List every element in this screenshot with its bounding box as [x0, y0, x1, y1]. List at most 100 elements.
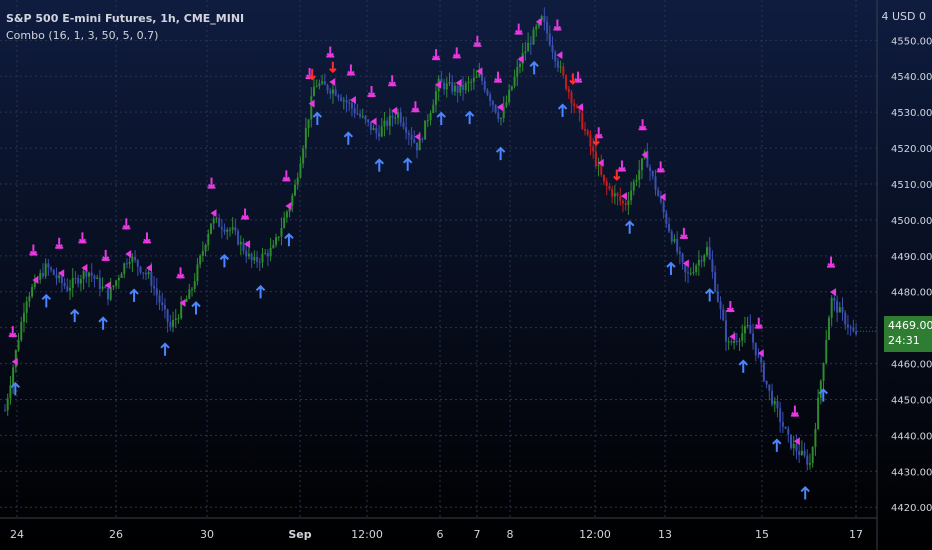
candle-body [573, 103, 576, 107]
buy-signal-arrow [557, 103, 568, 117]
candle-body [318, 83, 321, 87]
indicator-title[interactable]: Combo (16, 1, 3, 50, 5, 0.7) [6, 29, 159, 42]
candle-body [77, 278, 80, 284]
candle-body [562, 66, 565, 76]
candle-body [578, 107, 581, 113]
candle-body [234, 227, 237, 231]
currency-label[interactable]: 4 USD 0 [881, 10, 927, 23]
buy-signal-arrow [255, 284, 266, 299]
candle-body [321, 81, 324, 84]
candle-body [505, 102, 508, 107]
candle-body [142, 272, 145, 274]
candle-body [256, 256, 259, 262]
candle-body [529, 42, 532, 45]
candle-body [703, 255, 706, 262]
candle-body [768, 384, 771, 391]
y-tick-label: 4520.00 [891, 144, 932, 155]
candle-body [608, 186, 611, 190]
candle-body [546, 21, 549, 34]
candle-body [472, 77, 475, 82]
candle-body [264, 253, 267, 255]
symbol-title[interactable]: S&P 500 E-mini Futures, 1h, CME_MINI [6, 12, 245, 25]
candle-body [33, 279, 36, 287]
candle-body [429, 112, 432, 121]
sell-signal-arrow [388, 75, 397, 87]
candle-body [161, 302, 164, 306]
candle-body [31, 286, 34, 297]
candle-body [459, 85, 462, 93]
sell-marker-triangle [349, 95, 356, 104]
candle-body [337, 95, 340, 98]
sell-signal-arrow [656, 161, 665, 173]
candle-body [559, 66, 562, 68]
candle-body [421, 138, 424, 140]
x-tick-label: 12:00 [579, 528, 611, 541]
candle-body [592, 146, 595, 152]
candle-body [312, 86, 315, 97]
sell-signal-arrow [638, 119, 647, 131]
candle-body [781, 421, 784, 427]
candle-body [600, 164, 603, 175]
candle-body [326, 84, 329, 91]
sell-marker-triangle [329, 78, 336, 87]
sell-marker-triangle [210, 209, 217, 218]
last-price-badge: 4469.00 24:31 [884, 316, 932, 352]
candle-body [581, 112, 584, 129]
candle-body [586, 130, 589, 135]
candle-body [266, 253, 269, 257]
candle-body [272, 244, 275, 248]
sell-signal-arrow [514, 23, 523, 36]
sell-marker-triangle [659, 192, 666, 201]
sell-marker-triangle [145, 263, 152, 272]
candle-body [467, 82, 470, 84]
candle-body [166, 309, 169, 323]
candle-body [830, 297, 833, 318]
candle-body [434, 91, 437, 105]
sell-marker-triangle [244, 240, 251, 249]
sell-marker-triangle [517, 55, 524, 64]
candle-body [237, 230, 240, 245]
candle-body [722, 309, 725, 321]
candle-body [808, 463, 811, 465]
candle-body [567, 88, 570, 93]
candle-body [749, 325, 752, 334]
candle-body [665, 212, 668, 225]
sell-marker-triangle [391, 106, 398, 115]
candle-body [689, 273, 692, 275]
candle-body [410, 134, 413, 140]
y-tick-label: 4480.00 [891, 288, 932, 299]
candle-body [93, 275, 96, 279]
candle-body [294, 184, 297, 196]
candle-body [112, 285, 115, 288]
y-tick-label: 4530.00 [891, 108, 932, 119]
candle-body [502, 106, 505, 119]
candle-body [239, 241, 242, 245]
candle-body [191, 288, 194, 290]
candle-body [453, 85, 456, 92]
candle-body [323, 81, 326, 85]
candle-body [711, 259, 714, 273]
candle-body [55, 274, 58, 279]
candle-body [727, 341, 730, 343]
candle-body [584, 128, 587, 131]
candle-body [378, 133, 381, 137]
sell-signal-arrow [679, 227, 688, 240]
candle-body [172, 320, 175, 327]
candle-body [787, 428, 790, 435]
candle-body [638, 170, 641, 180]
candle-body [695, 265, 698, 272]
candle-body [334, 89, 337, 96]
candle-body [833, 297, 836, 301]
buy-signal-arrow [129, 288, 139, 302]
candle-body [302, 148, 305, 164]
candle-body [605, 181, 608, 187]
candle-body [356, 113, 359, 115]
candle-body [139, 266, 142, 273]
candle-body [681, 253, 684, 263]
buy-signal-arrow [495, 146, 506, 161]
buy-signal-arrow [191, 301, 201, 315]
sell-signal-arrow [827, 256, 836, 269]
candle-body [486, 89, 489, 95]
